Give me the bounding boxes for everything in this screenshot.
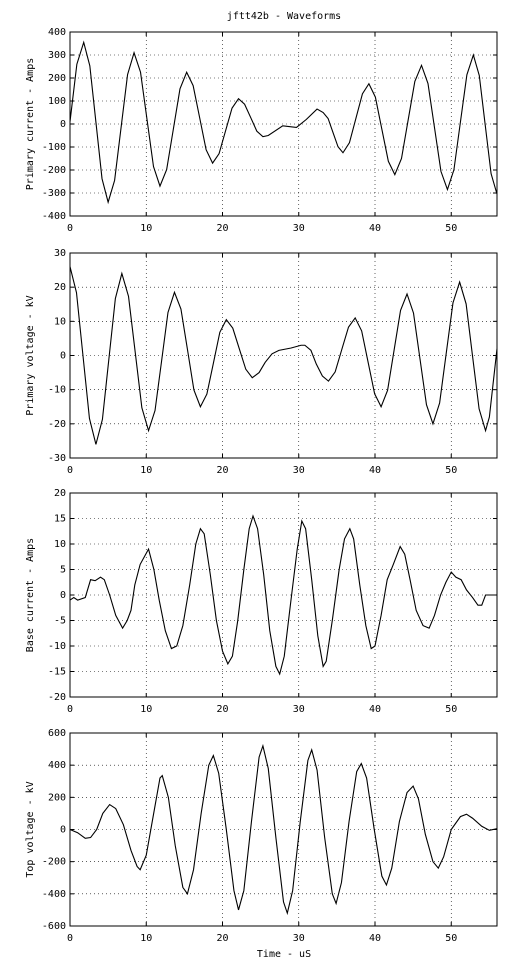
y-tick-label: -200 [42, 165, 66, 176]
y-tick-label: 15 [54, 514, 66, 525]
y-axis-label: Top voltage - kV [25, 781, 36, 877]
plot-frame [69, 252, 498, 459]
y-tick-label: -20 [48, 692, 66, 703]
y-axis-label: Base current - Amps [25, 538, 36, 652]
y-axis-label: Primary voltage - kV [25, 295, 36, 415]
y-tick-label: 0 [60, 351, 66, 362]
x-tick-label: 0 [67, 704, 73, 715]
y-axis-label: Primary current - Amps [25, 58, 36, 190]
waveform [69, 40, 498, 205]
y-tick-label: -20 [48, 419, 66, 430]
y-tick-label: 20 [54, 488, 66, 499]
y-tick-label: -30 [48, 453, 66, 464]
x-tick-label: 20 [216, 465, 228, 476]
y-tick-label: 0 [60, 590, 66, 601]
x-tick-label: 50 [445, 704, 457, 715]
y-tick-label: -300 [42, 188, 66, 199]
x-axis-label: Time - uS [257, 949, 311, 960]
y-tick-label: -400 [42, 211, 66, 222]
y-tick-label: 300 [48, 50, 66, 61]
y-tick-label: -10 [48, 385, 66, 396]
x-tick-label: 30 [293, 465, 305, 476]
y-tick-label: 30 [54, 248, 66, 259]
x-tick-label: 40 [369, 465, 381, 476]
y-tick-label: 10 [54, 539, 66, 550]
x-tick-label: 50 [445, 223, 457, 234]
x-tick-label: 50 [445, 933, 457, 944]
y-tick-label: 0 [60, 825, 66, 836]
x-tick-label: 20 [216, 223, 228, 234]
x-tick-label: 0 [67, 223, 73, 234]
y-tick-label: -15 [48, 667, 66, 678]
waveform [69, 266, 498, 445]
x-tick-label: 10 [140, 465, 152, 476]
x-tick-label: 0 [67, 465, 73, 476]
x-tick-label: 40 [369, 704, 381, 715]
y-tick-label: 200 [48, 792, 66, 803]
y-tick-label: 100 [48, 96, 66, 107]
x-tick-label: 50 [445, 465, 457, 476]
y-tick-label: -5 [54, 616, 66, 627]
x-tick-label: 20 [216, 704, 228, 715]
x-tick-label: 10 [140, 223, 152, 234]
waveform [69, 743, 498, 916]
y-tick-label: -100 [42, 142, 66, 153]
y-tick-label: 5 [60, 565, 66, 576]
waveform [69, 514, 497, 676]
x-tick-label: 10 [140, 933, 152, 944]
y-tick-label: -600 [42, 921, 66, 932]
x-tick-label: 20 [216, 933, 228, 944]
y-tick-label: 20 [54, 282, 66, 293]
x-tick-label: 30 [293, 223, 305, 234]
y-tick-label: 0 [60, 119, 66, 130]
y-tick-label: -400 [42, 889, 66, 900]
x-tick-label: 30 [293, 933, 305, 944]
y-tick-label: -200 [42, 857, 66, 868]
x-tick-label: 0 [67, 933, 73, 944]
plot-frame [69, 31, 498, 217]
chart-title: jftt42b - Waveforms [227, 11, 341, 22]
x-tick-label: 30 [293, 704, 305, 715]
y-tick-label: 600 [48, 728, 66, 739]
y-tick-label: 400 [48, 760, 66, 771]
x-tick-label: 10 [140, 704, 152, 715]
y-tick-label: 400 [48, 27, 66, 38]
y-tick-label: 200 [48, 73, 66, 84]
x-tick-label: 40 [369, 223, 381, 234]
y-tick-label: -10 [48, 641, 66, 652]
x-tick-label: 40 [369, 933, 381, 944]
y-tick-label: 10 [54, 316, 66, 327]
